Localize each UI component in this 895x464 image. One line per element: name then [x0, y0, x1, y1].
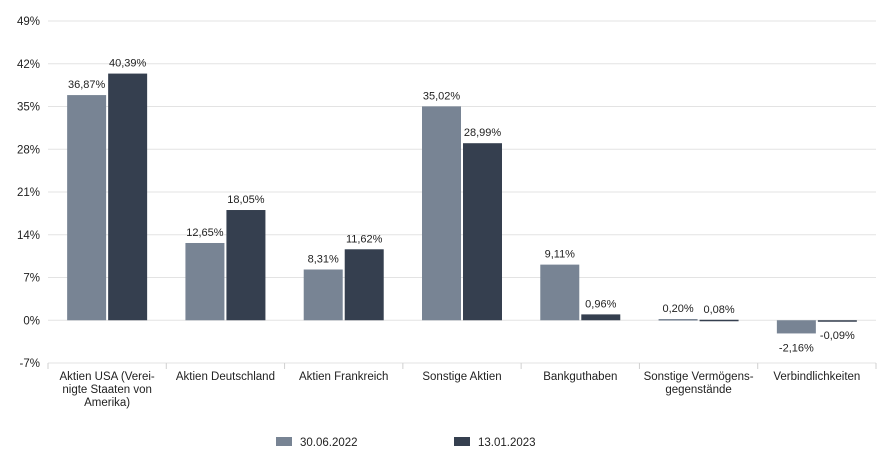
- category-label: Aktien Frankreich: [299, 371, 388, 383]
- bar-series-1: [540, 264, 580, 321]
- legend: 30.06.2022 13.01.2023: [276, 437, 536, 449]
- legend-label: 13.01.2023: [478, 437, 536, 449]
- data-label: 0,96%: [585, 298, 616, 310]
- bar-series-2: [226, 210, 266, 321]
- category-label: nigte Staaten von: [62, 384, 152, 396]
- data-label: -2,16%: [779, 342, 814, 354]
- legend-swatch: [454, 437, 470, 446]
- bar-series-1: [776, 320, 816, 334]
- y-tick-label: 21%: [17, 187, 40, 199]
- bars: [67, 73, 857, 334]
- data-label: 12,65%: [186, 227, 224, 239]
- y-tick-label: 49%: [17, 16, 40, 28]
- bar-series-1: [67, 95, 107, 321]
- legend-swatch: [276, 437, 292, 446]
- y-tick-label: 0%: [23, 315, 40, 327]
- category-label: Aktien Deutschland: [176, 371, 275, 383]
- y-tick-label: 35%: [17, 102, 40, 114]
- bar-series-2: [699, 319, 739, 322]
- data-label: 8,31%: [308, 253, 339, 265]
- data-label: 28,99%: [464, 127, 502, 139]
- data-label: 18,05%: [227, 194, 265, 206]
- category-label: Sonstige Aktien: [422, 371, 501, 383]
- bar-series-2: [817, 320, 857, 322]
- data-label: 40,39%: [109, 58, 147, 70]
- data-label: 11,62%: [346, 233, 383, 245]
- bar-series-1: [658, 319, 698, 321]
- bar-series-1: [422, 106, 461, 321]
- y-tick-label: 7%: [23, 273, 40, 285]
- category-label: Sonstige Vermögens-: [644, 371, 754, 383]
- category-label: Amerika): [84, 397, 130, 409]
- category-label: Aktien USA (Verei-: [60, 371, 155, 383]
- y-axis-ticks: -7% 0% 7% 14% 21% 28% 35% 42% 49%: [17, 16, 40, 370]
- y-tick-label: 42%: [17, 59, 40, 71]
- bar-series-2: [463, 143, 502, 321]
- category-label: gegenstände: [665, 384, 732, 396]
- data-label: 35,02%: [423, 90, 461, 102]
- data-label: 9,11%: [545, 249, 576, 261]
- gridlines: [48, 20, 876, 364]
- bar-series-1: [185, 242, 225, 321]
- y-tick-label: -7%: [20, 358, 40, 370]
- bar-series-2: [581, 314, 621, 321]
- data-label: 36,87%: [68, 79, 106, 91]
- category-label: Bankguthaben: [543, 371, 617, 383]
- bar-series-2: [108, 73, 148, 321]
- legend-label: 30.06.2022: [300, 437, 358, 449]
- data-label: 0,20%: [662, 303, 693, 315]
- bar-series-2: [344, 249, 384, 321]
- data-labels: 36,87% 12,65% 8,31% 35,02% 9,11% 0,20% -2,16% 4…: [68, 58, 855, 355]
- data-label: -0,09%: [820, 330, 855, 342]
- x-axis: Aktien USA (Verei-nigte Staaten vonAmeri…: [47, 363, 877, 409]
- bar-series-1: [303, 269, 343, 321]
- data-label: 0,08%: [703, 304, 734, 316]
- category-label: Verbindlichkeiten: [773, 371, 860, 383]
- y-tick-label: 28%: [17, 144, 40, 156]
- y-tick-label: 14%: [17, 230, 40, 242]
